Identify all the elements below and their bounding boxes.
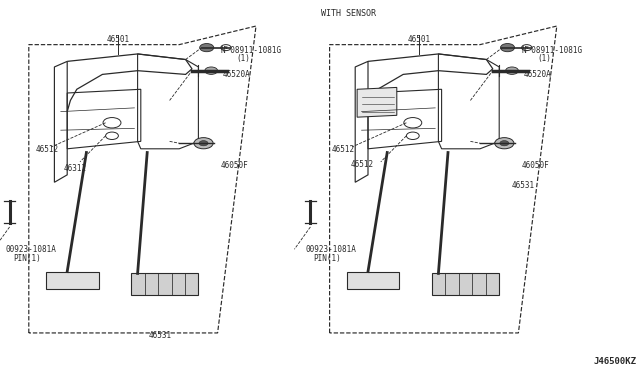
Text: 00923-1081A: 00923-1081A bbox=[5, 245, 56, 254]
Circle shape bbox=[495, 138, 514, 149]
Text: 46520A: 46520A bbox=[524, 70, 551, 79]
Text: 46531: 46531 bbox=[148, 331, 172, 340]
Text: N: N bbox=[525, 46, 529, 49]
Circle shape bbox=[200, 44, 214, 52]
Text: (1): (1) bbox=[538, 54, 552, 63]
Text: N 08911-1081G: N 08911-1081G bbox=[522, 46, 582, 55]
Text: (1): (1) bbox=[237, 54, 251, 63]
Polygon shape bbox=[357, 87, 397, 117]
Text: 46050F: 46050F bbox=[221, 161, 248, 170]
Polygon shape bbox=[347, 272, 399, 289]
Text: 00923-1081A: 00923-1081A bbox=[306, 245, 356, 254]
Text: 46501: 46501 bbox=[107, 35, 130, 44]
Circle shape bbox=[194, 138, 213, 149]
Text: N: N bbox=[224, 46, 228, 49]
Text: 46531: 46531 bbox=[512, 182, 535, 190]
Circle shape bbox=[506, 67, 518, 74]
Text: J46500KZ: J46500KZ bbox=[594, 357, 637, 366]
Circle shape bbox=[205, 67, 218, 74]
Text: 46520A: 46520A bbox=[223, 70, 250, 79]
Text: 46501: 46501 bbox=[408, 35, 431, 44]
Text: 46050F: 46050F bbox=[522, 161, 549, 170]
Polygon shape bbox=[131, 273, 198, 295]
Text: PIN(1): PIN(1) bbox=[314, 254, 341, 263]
Text: PIN(1): PIN(1) bbox=[13, 254, 40, 263]
Text: 46312: 46312 bbox=[64, 164, 87, 173]
Text: 46512: 46512 bbox=[332, 145, 355, 154]
Text: WITH SENSOR: WITH SENSOR bbox=[321, 9, 376, 18]
Circle shape bbox=[199, 141, 208, 146]
Circle shape bbox=[500, 141, 509, 146]
Circle shape bbox=[500, 44, 515, 52]
Text: N 08911-1081G: N 08911-1081G bbox=[221, 46, 281, 55]
Polygon shape bbox=[432, 273, 499, 295]
Text: 46512: 46512 bbox=[35, 145, 58, 154]
Text: 46512: 46512 bbox=[351, 160, 374, 169]
Polygon shape bbox=[46, 272, 99, 289]
